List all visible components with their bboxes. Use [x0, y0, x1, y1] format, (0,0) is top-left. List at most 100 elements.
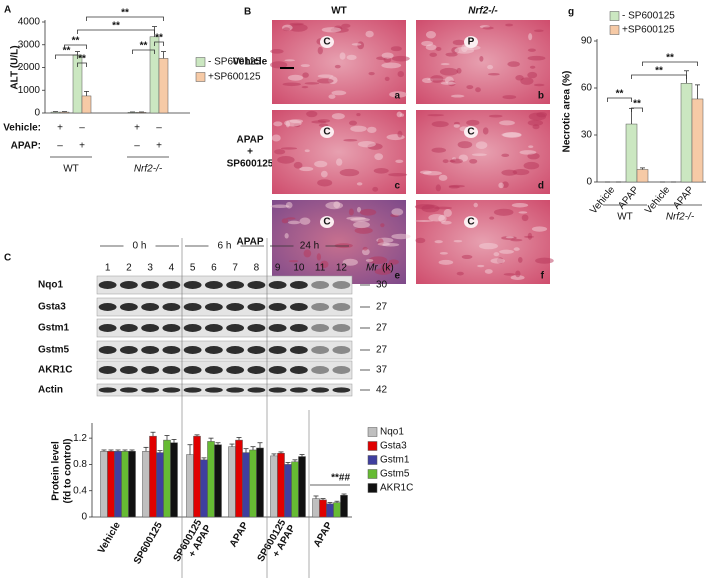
bar — [128, 451, 136, 518]
tissue-texture — [270, 204, 290, 209]
mr-value: 42 — [376, 385, 388, 396]
row-label: Vehicle: — [3, 123, 41, 134]
bar — [136, 112, 147, 114]
row-mark: + — [156, 141, 162, 152]
significance: ** — [666, 53, 674, 64]
significance: ** — [121, 8, 129, 19]
tissue-texture — [368, 256, 388, 265]
blot-strip — [96, 275, 353, 295]
bar — [242, 452, 250, 518]
mr-value: 27 — [376, 345, 388, 356]
tissue-texture — [442, 159, 449, 164]
bar — [81, 95, 92, 114]
band — [311, 281, 330, 289]
significance: ** — [616, 89, 624, 100]
lane-number: 9 — [275, 263, 281, 274]
tissue-texture — [284, 59, 296, 62]
y-axis-label: ALT (U/L) — [10, 45, 21, 89]
legend-swatch — [609, 11, 620, 21]
bar — [207, 441, 215, 518]
significance: ** — [655, 66, 663, 77]
band — [183, 324, 202, 332]
tissue-texture — [510, 275, 525, 281]
band — [162, 303, 181, 311]
tissue-texture — [531, 226, 548, 232]
tissue-texture — [489, 216, 495, 220]
tissue-texture — [299, 166, 314, 172]
tissue-texture — [320, 260, 329, 269]
bar — [114, 451, 122, 518]
bar — [312, 498, 320, 518]
tissue-texture — [316, 253, 322, 261]
time-label: 6 h — [218, 241, 232, 252]
x-tick-label: APAP — [616, 184, 641, 211]
tissue-texture — [453, 123, 460, 128]
vein-label: C — [323, 217, 330, 228]
tissue-texture — [421, 40, 434, 47]
tissue-texture — [333, 201, 341, 209]
panel-letter: A — [4, 5, 11, 16]
tissue-texture — [357, 140, 376, 148]
band — [98, 387, 117, 393]
mr-value: 37 — [376, 365, 388, 376]
tissue-texture — [520, 77, 534, 85]
tissue-texture — [414, 219, 434, 222]
vein-label: P — [468, 37, 475, 48]
y-tick-label: 2000 — [18, 62, 41, 73]
bar — [50, 111, 61, 114]
column-header: Nrf2-/- — [468, 6, 498, 17]
lane-number: 6 — [211, 263, 217, 274]
blot-strip — [96, 360, 353, 380]
tissue-texture — [527, 55, 546, 61]
tissue-texture — [350, 125, 367, 132]
vein — [320, 216, 334, 228]
tissue-texture — [505, 23, 514, 27]
tissue-texture — [367, 126, 377, 133]
significance: ** — [633, 99, 641, 110]
bar — [319, 499, 327, 518]
tissue-texture — [501, 153, 510, 158]
tissue-texture — [328, 94, 336, 99]
tissue-texture — [519, 150, 537, 155]
x-tick-label: Vehicle — [96, 520, 123, 556]
mr-unit: (k) — [382, 263, 394, 274]
tissue-texture — [303, 249, 312, 258]
tissue-texture — [448, 185, 460, 189]
band — [289, 387, 308, 393]
vein-label: C — [467, 217, 474, 228]
tissue-texture — [304, 82, 320, 85]
bracket — [55, 54, 78, 59]
band — [204, 303, 223, 311]
legend-swatch — [195, 72, 206, 82]
y-axis-label: (fd to control) — [63, 439, 74, 504]
tissue-texture — [397, 130, 403, 138]
bar — [333, 502, 341, 518]
tissue-texture — [431, 147, 447, 153]
band — [162, 324, 181, 332]
significance: ** — [78, 54, 86, 65]
band — [332, 387, 351, 393]
tissue-texture — [466, 119, 480, 126]
protein-label: Nqo1 — [38, 280, 63, 291]
vein-label: C — [323, 127, 330, 138]
tissue-texture — [304, 149, 310, 153]
panel-letter: B — [244, 7, 251, 18]
band — [268, 324, 287, 332]
tissue-texture — [284, 233, 289, 239]
band — [204, 387, 223, 393]
row-mark: + — [134, 123, 140, 134]
bar — [186, 454, 194, 518]
band — [311, 366, 330, 374]
band — [141, 303, 160, 311]
blot-strip — [96, 297, 353, 317]
bar — [121, 451, 129, 518]
tissue-texture — [439, 67, 459, 76]
tissue-texture — [461, 254, 473, 259]
lane-number: 7 — [232, 263, 238, 274]
tissue-texture — [348, 208, 354, 216]
y-tick-label: 3000 — [18, 39, 41, 50]
y-tick-label: 30 — [581, 130, 593, 141]
y-axis-label: Necrotic area (%) — [562, 71, 573, 153]
legend-label: +SP600125 — [208, 72, 261, 83]
